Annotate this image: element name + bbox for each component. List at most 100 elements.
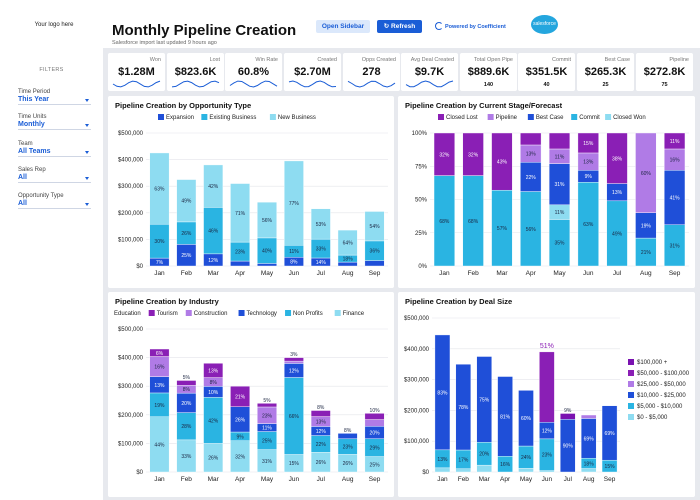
data-label: 20% (181, 401, 192, 407)
sparkline-line (229, 80, 278, 88)
bar-segment-new-business[interactable] (284, 160, 304, 246)
data-label: 9% (585, 174, 593, 180)
bar-segment-0-5-000[interactable] (580, 468, 597, 473)
bar-segment-0-5-000[interactable] (518, 468, 534, 473)
bar-segment-closed-lost[interactable] (433, 132, 455, 176)
bar-segment-new-business[interactable] (230, 183, 250, 243)
legend-swatch (605, 114, 612, 120)
bar-segment-expansion[interactable] (364, 260, 385, 267)
y-tick-label: 50% (415, 198, 428, 204)
data-label: 31% (262, 459, 273, 465)
data-label: 13% (583, 160, 594, 166)
panel-opportunity-type: Pipeline Creation by Opportunity Type $0 $… (108, 96, 394, 288)
chart-title: Pipeline Creation by Opportunity Type (115, 101, 251, 110)
bar-segment-10-000-25-000[interactable] (455, 363, 472, 451)
bar-segment-10-000-25-000[interactable] (476, 356, 492, 443)
bar-segment-new-business[interactable] (203, 164, 224, 208)
bar-segment-new-business[interactable] (257, 201, 277, 239)
bar-segment-10-000-25-000[interactable] (434, 334, 451, 451)
y-tick-label: $400,000 (118, 158, 144, 164)
refresh-button[interactable]: ↻ Refresh (377, 20, 422, 33)
bar-segment-tourism[interactable] (310, 410, 331, 417)
bar-segment-tourism[interactable] (364, 413, 385, 420)
kpi-sparkline (112, 80, 161, 88)
filter-time-units: Time Units Monthly (18, 114, 91, 130)
bar-segment-tourism[interactable] (230, 385, 250, 407)
bar-segment-construction[interactable] (364, 419, 385, 427)
kpi-label: Opps Created (361, 57, 396, 63)
bar-segment-10-000-25-000[interactable] (601, 405, 618, 461)
data-label: 43% (497, 160, 508, 166)
bar-segment-25-000-50-000[interactable] (580, 414, 597, 419)
data-label: 69% (605, 431, 616, 437)
time-period-select[interactable]: This Year (18, 96, 91, 105)
bar-segment-new-business[interactable] (176, 179, 197, 223)
sparkline-line (347, 80, 396, 88)
bar-segment-closed-lost[interactable] (606, 132, 628, 184)
bar-segment-closed-lost[interactable] (462, 132, 484, 176)
refresh-icon: ↻ (383, 23, 390, 30)
bar-segment-technology[interactable] (337, 433, 358, 440)
bar-segment-closed-lost[interactable] (548, 132, 571, 150)
data-label: 26% (208, 456, 219, 462)
bar-segment-0-5-000[interactable] (476, 464, 492, 473)
bar-segment-new-business[interactable] (149, 152, 170, 225)
kpi-label: Commit (552, 57, 571, 63)
data-label: 15% (605, 464, 616, 470)
bar-segment-tourism[interactable] (203, 363, 224, 378)
data-label: 53% (316, 222, 327, 228)
data-label: 13% (612, 190, 623, 196)
data-label: 18% (584, 461, 595, 467)
data-label: 20% (370, 431, 381, 437)
data-label: 9% (564, 408, 572, 414)
opportunity-type-select[interactable]: All (18, 200, 91, 209)
data-label: 22% (316, 442, 327, 448)
bar-segment-closed-lost[interactable] (491, 132, 513, 191)
bar-segment-expansion[interactable] (230, 260, 250, 267)
time-units-select[interactable]: Monthly (18, 121, 91, 130)
legend-label: Existing Business (209, 115, 256, 121)
team-select[interactable]: All Teams (18, 148, 91, 157)
bar-segment-100-000[interactable] (560, 413, 576, 420)
chart-title: Pipeline Creation by Current Stage/Forec… (405, 101, 563, 110)
data-label: 10% (370, 408, 381, 414)
bar-segment-tourism[interactable] (176, 380, 197, 386)
bar-segment-new-business[interactable] (310, 208, 331, 240)
bar-segment-construction[interactable] (284, 360, 304, 364)
bar-segment-pipeline[interactable] (635, 132, 657, 214)
bar-segment-tourism[interactable] (284, 357, 304, 362)
x-tick-label: Jul (564, 476, 573, 483)
bar-segment-closed-lost[interactable] (664, 132, 686, 150)
y-tick-label: $0 (136, 470, 143, 476)
sales-rep-select[interactable]: All (18, 174, 91, 183)
legend-swatch (628, 392, 634, 398)
data-label: 12% (289, 368, 300, 374)
bar-segment-50-000-100-000[interactable] (539, 351, 555, 423)
y-tick-label: $100,000 (404, 439, 430, 445)
bar-segment-expansion[interactable] (337, 261, 358, 267)
x-tick-label: Sep (604, 476, 616, 483)
y-tick-label: $200,000 (404, 408, 430, 414)
data-label: 8% (290, 260, 298, 266)
data-label: 9% (236, 434, 244, 440)
bar-segment-10-000-25-000[interactable] (518, 390, 534, 447)
powered-by-link[interactable]: Powered by Coefficient (435, 22, 506, 30)
kpi-value: $1.28M (118, 66, 155, 78)
bar-segment-0-5-000[interactable] (434, 467, 451, 473)
open-sidebar-button[interactable]: Open Sidebar (316, 20, 370, 33)
bar-segment-10-000-25-000[interactable] (497, 376, 513, 457)
data-label: 14% (316, 260, 327, 266)
bar-segment-new-business[interactable] (364, 211, 385, 242)
legend-label: $25,000 - $50,000 (637, 382, 686, 388)
bar-segment-closed-lost[interactable] (520, 132, 542, 146)
bar-segment-new-business[interactable] (337, 229, 358, 256)
x-tick-label: May (261, 270, 274, 277)
bar-segment-tourism[interactable] (257, 403, 277, 408)
bar-segment-closed-lost[interactable] (577, 132, 599, 154)
data-label: 12% (208, 258, 219, 264)
x-tick-label: Jul (613, 270, 622, 277)
data-label: 40% (262, 249, 273, 255)
bar-segment-tourism[interactable] (149, 348, 170, 357)
data-label: 15% (583, 141, 594, 147)
logo-placeholder: Your logo here (34, 22, 74, 28)
